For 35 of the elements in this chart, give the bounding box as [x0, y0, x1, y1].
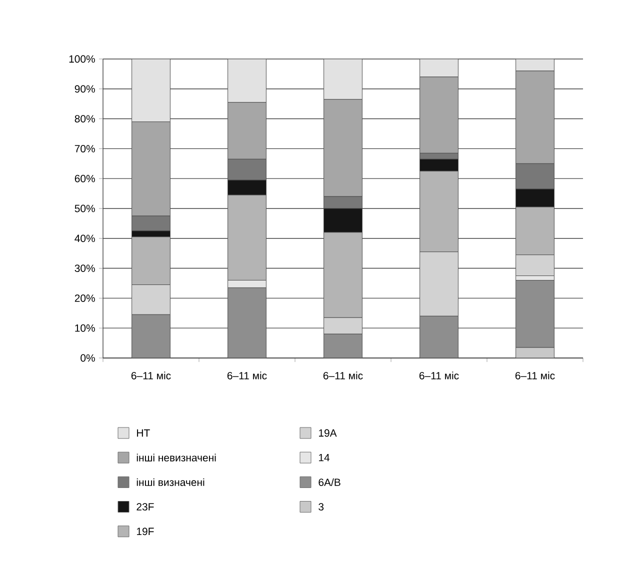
bar — [516, 58, 554, 72]
x-tick-label: 6–11 міс — [323, 372, 363, 380]
legend-label: 19F — [137, 528, 154, 536]
x-tick-label: 6–11 міс — [419, 372, 459, 380]
bar — [516, 280, 554, 348]
y-tick-label: 40% — [74, 234, 95, 242]
y-tick-label: 80% — [74, 115, 95, 122]
bar — [132, 58, 170, 122]
y-tick-label: 100% — [69, 55, 95, 63]
x-tick-label: 6–11 міс — [515, 372, 555, 380]
bar — [420, 58, 458, 78]
x-tick-label: 6–11 міс — [131, 372, 171, 380]
legend-label: інші визначені — [136, 478, 204, 486]
legend-label: інші невизначені — [136, 454, 216, 462]
legend-label: 3 — [318, 503, 324, 510]
y-tick-label: 0% — [80, 354, 95, 362]
y-tick-label: 50% — [74, 204, 95, 212]
y-tick-label: 10% — [75, 324, 95, 332]
legend-label: НТ — [137, 429, 150, 437]
legend-label: 23F — [136, 503, 154, 510]
bar — [228, 287, 266, 358]
bar — [228, 58, 266, 103]
legend-label: 14 — [319, 454, 330, 462]
bar — [132, 314, 170, 358]
y-tick-label: 20% — [74, 294, 95, 302]
bar — [420, 316, 458, 358]
x-tick-label: 6–11 міс — [227, 372, 267, 380]
y-tick-label: 70% — [74, 144, 95, 152]
legend-label: 19A — [319, 429, 337, 437]
y-tick-label: 30% — [74, 264, 95, 272]
y-tick-label: 60% — [74, 174, 95, 182]
bar — [324, 334, 362, 358]
legend-label: 6A/B — [318, 478, 340, 486]
y-tick-label: 90% — [74, 85, 95, 93]
bar — [324, 58, 362, 100]
